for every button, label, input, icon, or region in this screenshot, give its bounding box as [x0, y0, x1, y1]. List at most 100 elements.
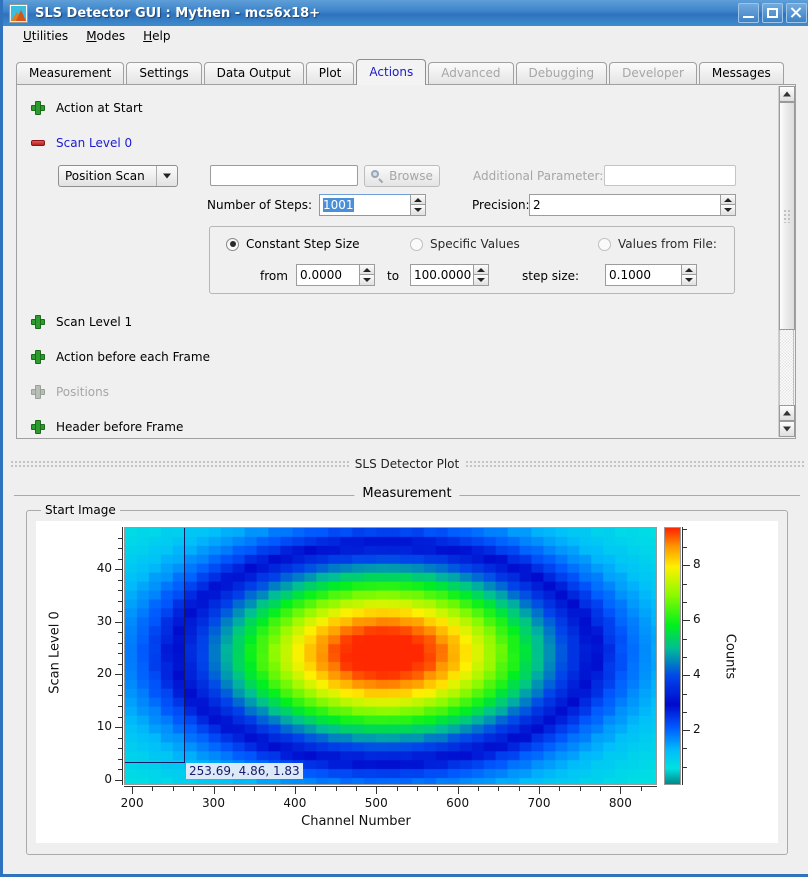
- x-tick-minor: [152, 787, 154, 791]
- splitter-grip-left[interactable]: [10, 459, 349, 469]
- tab-label: Plot: [318, 66, 342, 80]
- action-row-header-before-frame[interactable]: Header before Frame: [31, 420, 183, 434]
- scroll-up-button[interactable]: [779, 86, 795, 102]
- radio-dot-icon: [598, 237, 611, 251]
- step-size-value[interactable]: 0.1000: [609, 268, 651, 282]
- colorbar-tick-label: 4: [693, 667, 701, 682]
- x-tick-minor: [477, 787, 479, 791]
- y-tick-major: [115, 727, 122, 729]
- action-row-scan-level-0[interactable]: Scan Level 0: [31, 136, 132, 150]
- close-icon[interactable]: [786, 3, 807, 23]
- tab-messages[interactable]: Messages: [698, 62, 784, 84]
- from-increment-button[interactable]: [359, 264, 375, 275]
- radio-dot-icon: [410, 237, 423, 251]
- tab-data-output[interactable]: Data Output: [203, 62, 304, 84]
- precision-decrement-button[interactable]: [720, 205, 736, 216]
- to-stepper[interactable]: 100.0000: [410, 264, 489, 286]
- tab-label: Debugging: [528, 66, 595, 80]
- radio-specific-values[interactable]: Specific Values: [410, 237, 520, 251]
- x-tick-label: 200: [120, 796, 144, 810]
- step-size-increment-button[interactable]: [681, 264, 697, 275]
- minus-icon[interactable]: [31, 136, 45, 150]
- tab-settings[interactable]: Settings: [126, 62, 202, 84]
- actions-tab-page: Action at Start Scan Level 0 Position Sc…: [16, 84, 796, 439]
- to-decrement-button[interactable]: [473, 275, 489, 286]
- additional-parameter-label: Additional Parameter:: [473, 169, 604, 183]
- scan-mode-combo[interactable]: Position Scan: [58, 165, 178, 187]
- to-value[interactable]: 100.0000: [414, 268, 472, 282]
- x-tick-major: [213, 787, 215, 794]
- scroll-step-up-button[interactable]: [779, 405, 795, 421]
- steps-decrement-button[interactable]: [410, 205, 426, 216]
- x-tick-minor: [498, 787, 500, 791]
- splitter-grip-right[interactable]: [465, 459, 804, 469]
- to-increment-button[interactable]: [473, 264, 489, 275]
- plus-icon[interactable]: [31, 420, 45, 434]
- colorbar: [664, 527, 681, 785]
- from-decrement-button[interactable]: [359, 275, 375, 286]
- plot-splitter[interactable]: SLS Detector Plot: [10, 446, 804, 482]
- y-tick-major: [115, 621, 122, 623]
- menu-item-modes[interactable]: Modes: [86, 29, 126, 43]
- radio-label: Constant Step Size: [246, 237, 360, 251]
- y-tick-minor: [118, 642, 122, 644]
- radio-dot-icon: [226, 237, 239, 251]
- crosshair-horizontal: [125, 762, 185, 763]
- action-label: Action at Start: [56, 101, 143, 115]
- from-stepper[interactable]: 0.0000: [296, 264, 375, 286]
- plus-icon[interactable]: [31, 101, 45, 115]
- plus-icon[interactable]: [31, 315, 45, 329]
- y-tick-minor: [118, 611, 122, 613]
- steps-increment-button[interactable]: [410, 194, 426, 205]
- x-tick-major: [376, 787, 378, 794]
- magnifier-icon: [371, 169, 384, 183]
- radio-constant-step-size[interactable]: Constant Step Size: [226, 237, 360, 251]
- y-axis-line: [122, 527, 123, 785]
- tab-actions[interactable]: Actions: [356, 59, 427, 85]
- browse-button: Browse: [364, 165, 440, 187]
- x-axis-line: [124, 786, 657, 787]
- chevron-down-icon[interactable]: [156, 166, 177, 186]
- precision-value[interactable]: 2: [533, 198, 541, 212]
- start-image-title: Start Image: [41, 503, 120, 517]
- action-row-action-before-each-frame[interactable]: Action before each Frame: [31, 350, 210, 364]
- colorbar-tick-major: [683, 620, 690, 622]
- number-of-steps-value[interactable]: 1001: [323, 198, 354, 212]
- precision-increment-button[interactable]: [720, 194, 736, 205]
- tab-plot[interactable]: Plot: [305, 62, 355, 84]
- step-size-label: step size:: [522, 269, 580, 283]
- y-tick-label: 10: [96, 719, 112, 734]
- y-axis-label: Scan Level 0: [47, 611, 63, 694]
- heatmap-image[interactable]: [124, 527, 657, 785]
- menu-item-help[interactable]: Help: [143, 29, 171, 43]
- x-tick-minor: [579, 787, 581, 791]
- scrollbar-thumb[interactable]: [779, 102, 795, 330]
- action-row-action-at-start[interactable]: Action at Start: [31, 101, 143, 115]
- y-tick-minor: [118, 548, 122, 550]
- precision-stepper[interactable]: 2: [529, 194, 736, 216]
- script-path-input[interactable]: [210, 165, 358, 186]
- cursor-readout-tooltip: 253.69, 4.86, 1.83: [186, 763, 303, 779]
- x-tick-minor: [355, 787, 357, 791]
- colorbar-tick-minor: [683, 547, 687, 549]
- start-image-plot[interactable]: Scan Level 0 Counts Channel Number 25: [36, 521, 778, 843]
- tab-debugging: Debugging: [515, 62, 608, 84]
- maximize-icon[interactable]: [762, 3, 783, 23]
- number-of-steps-stepper[interactable]: 1001: [319, 194, 426, 216]
- actions-scrollbar[interactable]: [778, 86, 795, 437]
- x-tick-minor: [518, 787, 520, 791]
- from-label: from: [260, 269, 288, 283]
- minimize-icon[interactable]: [738, 3, 759, 23]
- step-size-decrement-button[interactable]: [681, 275, 697, 286]
- radio-values-from-file[interactable]: Values from File:: [598, 237, 717, 251]
- action-row-scan-level-1[interactable]: Scan Level 1: [31, 315, 132, 329]
- from-value[interactable]: 0.0000: [300, 268, 342, 282]
- colorbar-tick-minor: [683, 748, 687, 750]
- tab-label: Settings: [139, 66, 189, 80]
- scroll-down-button[interactable]: [779, 421, 795, 437]
- menu-item-utilities[interactable]: Utilities: [23, 29, 69, 43]
- tab-label: Developer: [622, 66, 684, 80]
- tab-measurement[interactable]: Measurement: [16, 62, 125, 84]
- plus-icon[interactable]: [31, 350, 45, 364]
- step-size-stepper[interactable]: 0.1000: [605, 264, 697, 286]
